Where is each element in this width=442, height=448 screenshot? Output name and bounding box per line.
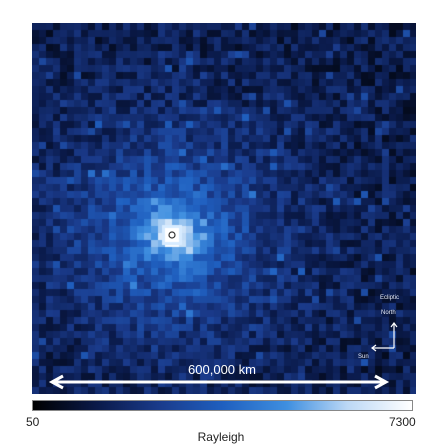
scale-bar-arrow bbox=[48, 374, 390, 390]
nucleus-marker bbox=[168, 231, 176, 239]
compass-north-label: North bbox=[381, 310, 396, 316]
image-overlay bbox=[48, 231, 398, 390]
compass-ecliptic-label: Ecliptic bbox=[380, 295, 400, 301]
compass-sun-label: Sun bbox=[358, 354, 369, 360]
colorbar bbox=[32, 400, 413, 411]
colorbar-min-label: 50 bbox=[26, 415, 40, 429]
compass-arrows bbox=[371, 322, 398, 352]
pixel-map bbox=[32, 23, 416, 394]
colorbar-unit-label: Rayleigh bbox=[197, 430, 245, 444]
colorbar-max-label: 7300 bbox=[389, 415, 416, 429]
coma-image: 600,000 km Ecliptic North Sun bbox=[32, 23, 416, 394]
scale-bar-label: 600,000 km bbox=[188, 362, 256, 377]
